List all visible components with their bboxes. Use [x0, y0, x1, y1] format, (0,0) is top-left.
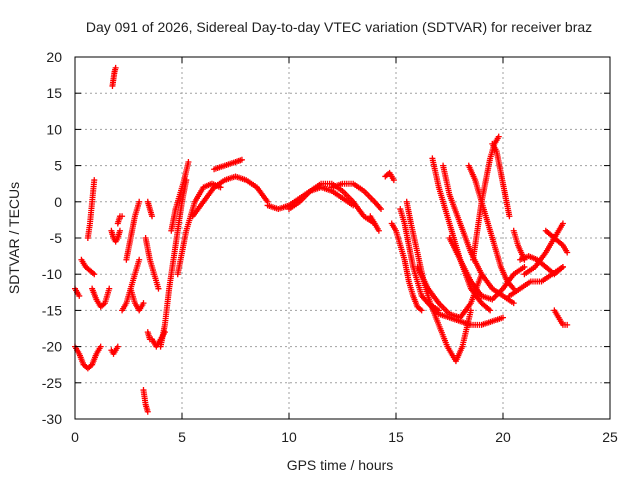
data-point: [390, 177, 397, 184]
series-arc-27: [382, 169, 397, 184]
series-arc-05: [89, 285, 113, 310]
series-arc-43: [542, 227, 571, 256]
series-arc-21: [189, 173, 271, 220]
y-tick-label: -5: [50, 230, 63, 246]
series-arc-01: [72, 343, 104, 372]
data-point: [564, 321, 571, 328]
data-point: [559, 220, 566, 227]
series-arc-32: [425, 300, 506, 328]
data-point: [506, 213, 513, 220]
series-arc-09: [114, 213, 126, 227]
data-point: [467, 307, 474, 314]
series-arc-34: [440, 162, 517, 307]
y-tick-label: 0: [54, 194, 62, 210]
series-arc-42: [521, 220, 566, 278]
series-arc-28: [388, 220, 425, 314]
x-axis-label: GPS time / hours: [287, 457, 394, 473]
series-arc-36: [465, 162, 517, 292]
series-arc-35: [446, 235, 528, 303]
series-arc-33: [429, 155, 494, 314]
data-point: [495, 133, 502, 140]
data-point: [487, 307, 494, 314]
series-arc-26: [367, 213, 382, 234]
data-point: [155, 285, 162, 292]
data-point: [114, 343, 121, 350]
series-arc-06: [109, 64, 119, 89]
data-point: [149, 213, 156, 220]
y-tick-label: -10: [42, 266, 62, 282]
data-point: [510, 300, 517, 307]
data-point: [91, 271, 98, 278]
data-point: [112, 64, 119, 71]
data-points: [72, 64, 571, 415]
grid-layer: [75, 57, 610, 419]
y-tick-label: -15: [42, 302, 62, 318]
data-point: [500, 314, 506, 321]
x-tick-label: 10: [281, 429, 297, 445]
y-tick-label: -30: [42, 411, 62, 427]
y-tick-label: 20: [46, 49, 62, 65]
data-point: [76, 292, 83, 299]
axis-ticks: 0 5 10 15 20 25 -30 -25 -20 -15 -10 -5 0 5 10 15 20: [42, 49, 618, 445]
data-point: [140, 300, 147, 307]
data-point: [185, 158, 192, 165]
series-arc-30: [403, 198, 474, 365]
series-arc-08: [108, 227, 123, 245]
data-point: [97, 343, 104, 350]
y-tick-label: 5: [54, 158, 62, 174]
data-point: [521, 263, 528, 270]
data-point: [559, 263, 566, 270]
series-arc-12: [127, 285, 147, 314]
data-point: [418, 307, 425, 314]
y-tick-label: -20: [42, 339, 62, 355]
series-arc-14: [142, 235, 162, 292]
series-arc-41: [517, 253, 566, 278]
y-tick-label: 15: [46, 85, 62, 101]
data-point: [119, 213, 126, 220]
data-point: [375, 227, 382, 234]
series-arc-13: [140, 387, 151, 415]
y-tick-label: -25: [42, 375, 62, 391]
data-point: [564, 249, 571, 256]
data-point: [136, 198, 143, 205]
x-tick-label: 15: [388, 429, 404, 445]
data-point: [116, 227, 123, 234]
series-arc-11: [123, 198, 143, 263]
series-arc-44: [551, 307, 571, 328]
series-arc-02: [72, 285, 83, 299]
data-point: [91, 177, 98, 184]
series-arc-25: [328, 180, 385, 213]
series-arc-16: [144, 198, 156, 220]
series-arc-18: [157, 177, 190, 350]
series-arc-04: [84, 177, 98, 241]
data-point: [106, 285, 113, 292]
series-arc-22: [211, 156, 245, 173]
chart-title: Day 091 of 2026, Sidereal Day-to-day VTE…: [86, 19, 592, 35]
series-arc-07: [108, 343, 121, 357]
series-arc-19: [168, 158, 192, 234]
series-arc-03: [78, 256, 98, 278]
y-tick-label: 10: [46, 121, 62, 137]
x-tick-label: 20: [495, 429, 511, 445]
data-point: [378, 206, 385, 213]
data-point: [238, 156, 245, 163]
x-tick-label: 0: [71, 429, 79, 445]
data-point: [136, 256, 143, 263]
x-tick-label: 5: [178, 429, 186, 445]
y-axis-label: SDTVAR / TECUs: [6, 182, 22, 294]
series-arc-38: [489, 140, 513, 220]
x-tick-label: 25: [602, 429, 618, 445]
data-point: [144, 408, 151, 415]
